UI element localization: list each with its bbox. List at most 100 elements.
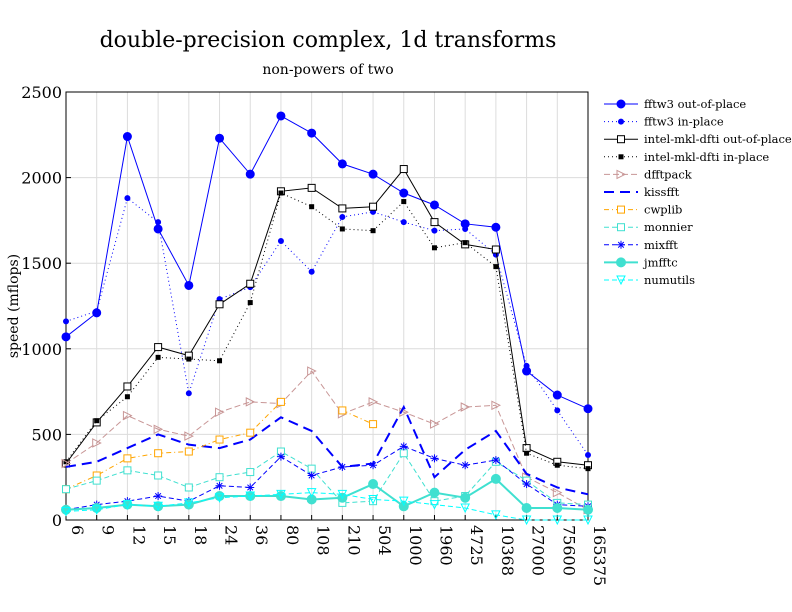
data-point [430,454,439,463]
data-point [215,407,225,417]
data-point [307,471,316,480]
data-point [93,308,100,315]
x-tick-label: 1000 [406,525,425,566]
data-point [554,407,561,414]
data-point [369,420,378,429]
legend-marker [616,169,627,180]
x-tick-label: 15 [160,525,179,545]
data-point [368,494,378,505]
data-point [184,498,194,508]
series-0 [61,111,593,414]
data-point [153,424,164,435]
data-point [92,476,101,485]
data-point [583,504,593,515]
data-point [308,268,315,275]
data-point [523,362,530,369]
data-point [552,390,562,400]
data-point [399,165,408,174]
data-point [460,503,470,514]
data-point [462,240,468,246]
data-point [61,332,71,342]
data-point [398,496,409,507]
x-tick-label: 80 [283,525,302,545]
data-point [585,466,591,472]
data-point [430,218,439,227]
series-line [65,404,589,496]
data-point [61,458,72,469]
legend-marker [616,99,626,109]
data-point [399,442,408,451]
data-point [399,188,409,198]
data-point [491,222,501,232]
data-point [585,451,591,458]
data-point [306,488,317,498]
data-point [91,505,102,515]
series-5 [65,404,589,496]
series-line [65,197,589,456]
y-tick-label: 2500 [21,83,62,102]
x-tick-label: 9 [99,525,118,535]
data-point [154,449,163,458]
series-4 [61,366,594,515]
x-tick-label: 75600 [559,525,578,576]
data-point [429,419,440,429]
series-line [65,450,589,506]
legend-marker [617,135,625,144]
x-tick-label: 27000 [529,525,548,576]
data-point [124,195,131,202]
chart-subtitle: non-powers of two [262,62,394,78]
legend-label: mixfft [644,238,678,252]
data-point [552,515,563,526]
data-point [122,500,133,510]
data-point [307,128,317,138]
data-point [552,487,563,498]
data-point [521,515,532,526]
data-point [368,169,378,179]
data-point [217,358,223,364]
data-point [399,449,408,458]
data-point [185,390,192,397]
data-point [277,237,284,244]
series-8 [62,442,592,514]
data-point [554,462,560,468]
legend-label: cwplib [644,203,682,217]
data-point [400,219,407,226]
x-tick-label: 210 [344,525,363,556]
x-tick-label: 504 [375,525,394,556]
data-point [461,461,470,470]
data-point [154,343,163,352]
x-tick-label: 4725 [467,525,486,566]
data-point [186,356,192,362]
data-point [63,318,69,325]
data-point [338,204,347,213]
data-point [153,224,163,234]
data-point [399,407,409,417]
data-point [337,489,348,500]
data-point [490,473,501,484]
series-line [65,192,589,470]
data-point [184,447,193,456]
series-line [65,477,589,511]
y-tick-label: 1000 [21,340,62,359]
legend-marker [616,257,626,268]
data-point [431,227,438,234]
data-point [184,431,194,441]
data-point [368,397,379,407]
data-point [338,462,347,471]
data-point [339,226,345,232]
legend-marker [618,154,624,160]
data-point [307,183,316,192]
data-point [215,435,224,444]
data-point [155,354,161,360]
data-point [123,466,132,475]
series-2 [62,165,592,470]
data-point [460,492,471,503]
data-point [122,132,132,142]
y-axis-label: speed (mflops) [6,254,22,358]
data-point [215,133,225,143]
legend-marker [617,205,625,214]
series-line [65,115,589,410]
data-point [246,279,255,288]
data-point [276,397,285,406]
